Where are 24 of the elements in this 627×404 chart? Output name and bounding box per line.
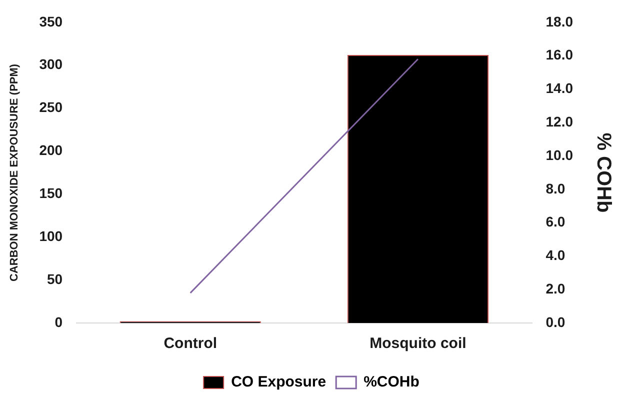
y-tick-label: 100 [39, 228, 63, 244]
y2-tick-label: 2.0 [546, 280, 566, 296]
legend-label: %COHb [364, 374, 420, 391]
y-tick-label: 250 [39, 99, 63, 116]
y-tick-label: 350 [39, 13, 63, 30]
y2-tick-label: 6.0 [546, 214, 566, 230]
y2-tick-label: 0.0 [546, 314, 566, 330]
y-tick-label: 300 [39, 56, 63, 72]
y-tick-label: 200 [39, 142, 63, 158]
y2-tick-label: 8.0 [546, 180, 566, 196]
x-tick-label: Control [164, 335, 218, 352]
x-tick-label: Mosquito coil [370, 335, 466, 352]
y2-tick-label: 10.0 [546, 146, 574, 163]
y-axis-title: CARBON MONOXIDE EXPOUSURE (PPM) [8, 64, 21, 282]
y2-tick-label: 4.0 [546, 247, 566, 264]
y2-tick-label: 14.0 [546, 80, 574, 96]
y2-axis-title: % COHb [592, 132, 614, 213]
y2-tick-label: 16.0 [546, 46, 574, 63]
y-tick-label: 150 [39, 185, 63, 202]
y-tick-label: 0 [54, 314, 63, 330]
y2-tick-label: 12.0 [546, 113, 574, 130]
y2-tick-label: 18.0 [546, 13, 574, 30]
legend-label: CO Exposure [231, 374, 326, 391]
y-tick-label: 50 [46, 270, 63, 287]
